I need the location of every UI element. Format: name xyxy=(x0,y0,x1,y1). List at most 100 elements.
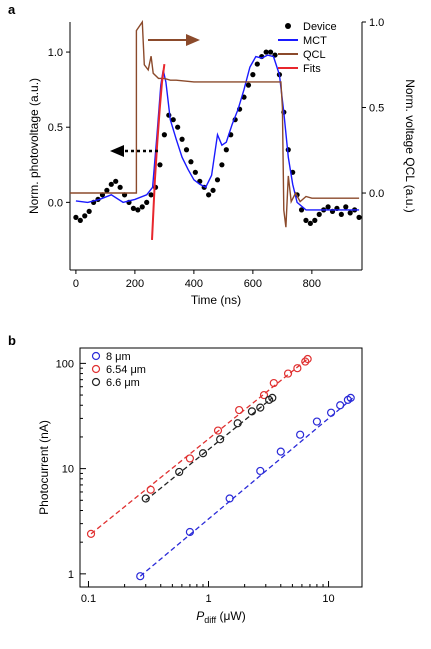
fit-line xyxy=(145,397,273,501)
device-point xyxy=(206,192,212,198)
y-tick-label-right-a: 1.0 xyxy=(369,17,384,29)
data-point xyxy=(198,449,208,458)
device-point xyxy=(175,124,181,130)
y-tick-label-right-a: 0.0 xyxy=(369,188,384,200)
data-point xyxy=(216,435,225,444)
data-point xyxy=(326,408,336,417)
x-tick-label-b: 1 xyxy=(205,593,211,605)
device-point xyxy=(108,181,114,187)
data-point xyxy=(185,454,195,463)
device-point xyxy=(210,187,216,193)
legend-b: 8 μm6.54 μm6.6 μm xyxy=(91,351,146,389)
data-point xyxy=(336,401,345,410)
device-point xyxy=(267,49,274,55)
device-point xyxy=(188,159,194,165)
device-point xyxy=(161,132,167,138)
device-point xyxy=(250,72,256,78)
device-point xyxy=(312,217,318,223)
device-point xyxy=(157,162,163,168)
device-point xyxy=(139,204,145,210)
data-point xyxy=(301,357,310,366)
device-point xyxy=(338,211,344,217)
fit-line xyxy=(139,397,354,577)
device-point xyxy=(325,204,331,210)
y-axis-label-b: Photocurrent (nA) xyxy=(37,420,51,515)
legend-marker-device xyxy=(285,23,291,29)
legend-marker-b xyxy=(91,377,101,387)
data-point xyxy=(346,393,355,402)
plot-area-b xyxy=(86,354,355,581)
mct-line xyxy=(75,54,360,211)
device-point xyxy=(73,214,79,220)
device-point xyxy=(263,49,269,55)
x-tick-label-b: 10 xyxy=(322,593,334,605)
x-axis-label-b: Pdiff (μW) xyxy=(196,609,245,625)
legend-a: Device MCT QCL Fits xyxy=(278,21,337,75)
data-point xyxy=(269,378,278,388)
device-point xyxy=(144,199,150,205)
data-point xyxy=(268,393,277,402)
device-point xyxy=(356,214,362,220)
legend-marker-b xyxy=(91,351,101,361)
qcl-line xyxy=(70,19,360,228)
data-point xyxy=(141,494,150,503)
device-point xyxy=(192,169,198,175)
data-point xyxy=(296,430,305,439)
device-point xyxy=(307,220,313,227)
y-tick-label-left-a: 1.0 xyxy=(48,47,63,59)
device-point xyxy=(113,178,119,184)
legend-label-mct: MCT xyxy=(303,35,327,47)
device-point xyxy=(303,217,309,223)
x-axis-label-a: Time (ns) xyxy=(191,293,241,307)
y-tick-label-b: 1 xyxy=(68,569,74,581)
device-point xyxy=(223,147,229,153)
x-tick-label-a: 0 xyxy=(73,278,79,290)
data-point xyxy=(259,390,269,400)
device-point xyxy=(316,211,322,217)
data-point xyxy=(247,407,257,416)
plot-area-a xyxy=(70,19,362,240)
legend-label-b: 8 μm xyxy=(106,351,131,363)
data-point xyxy=(293,364,302,373)
legend-label-b: 6.54 μm xyxy=(106,364,146,376)
x-tick-label-a: 600 xyxy=(244,278,262,290)
y-tick-label-left-a: 0.5 xyxy=(48,122,63,134)
device-point xyxy=(183,147,190,153)
x-tick-label-b: 0.1 xyxy=(81,593,96,605)
y-tick-label-b: 100 xyxy=(56,358,74,370)
device-point xyxy=(104,187,110,193)
left-arrow-head xyxy=(110,145,124,157)
x-tick-label-a: 800 xyxy=(303,278,321,290)
device-point xyxy=(214,177,221,183)
data-point xyxy=(146,485,155,494)
data-point xyxy=(175,467,184,477)
device-point xyxy=(130,205,137,211)
device-point xyxy=(343,204,349,210)
y-axis-label-left-a: Norm. photovoltage (a.u.) xyxy=(27,78,41,214)
data-point xyxy=(256,403,265,412)
data-point xyxy=(213,426,223,435)
data-point xyxy=(303,354,312,364)
data-point xyxy=(276,447,285,456)
device-point xyxy=(86,208,92,214)
device-point xyxy=(254,61,260,67)
y-axis-label-right-a: Norm. voltage QCL (a.u.) xyxy=(403,79,417,213)
device-point xyxy=(117,184,123,190)
y-tick-label-b: 10 xyxy=(62,464,74,476)
device-point xyxy=(219,162,225,168)
device-point xyxy=(77,217,83,223)
device-point xyxy=(170,117,176,123)
y-tick-label-right-a: 0.5 xyxy=(369,103,384,115)
plot-frame-b xyxy=(79,347,363,588)
data-point xyxy=(256,466,265,476)
data-point xyxy=(136,572,145,581)
device-point xyxy=(82,213,88,219)
data-point xyxy=(312,417,322,426)
data-point xyxy=(233,419,242,428)
device-point xyxy=(179,136,185,142)
x-tick-label-a: 200 xyxy=(126,278,144,290)
device-point xyxy=(135,207,141,213)
device-point xyxy=(148,192,154,198)
legend-label-device: Device xyxy=(303,21,337,33)
